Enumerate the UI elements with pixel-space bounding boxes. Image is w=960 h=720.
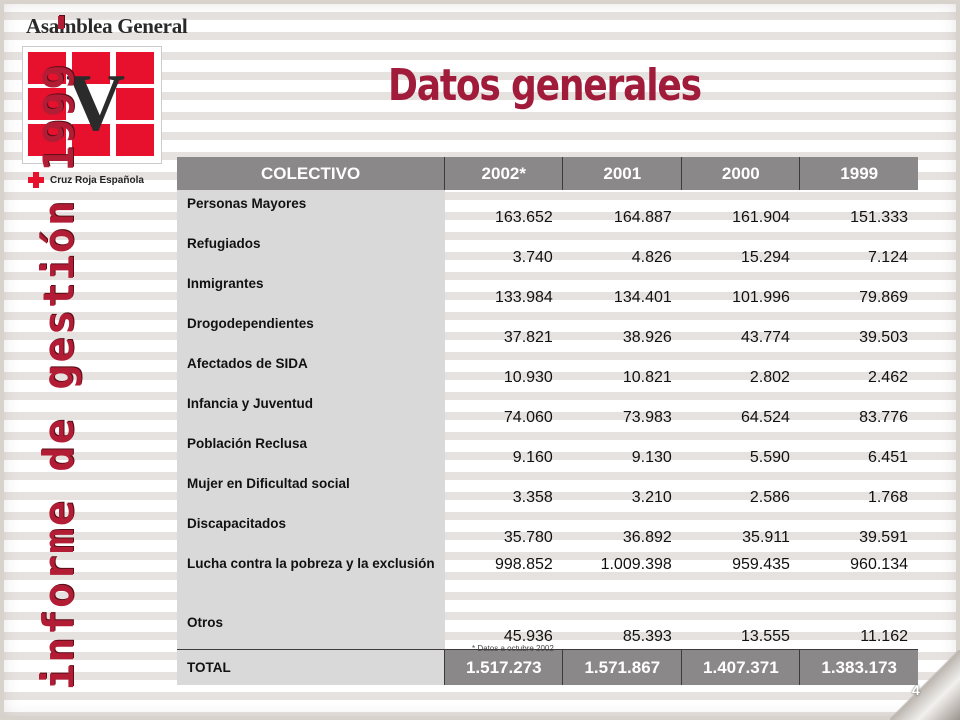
cell-value: 3.740: [512, 249, 553, 266]
row-label: Inmigrantes: [177, 270, 445, 310]
total-value: 1.407.371: [681, 649, 800, 685]
cell-value: 7.124: [867, 249, 908, 266]
page-curl: [890, 650, 960, 720]
row-label: Población Reclusa: [177, 430, 445, 470]
cell-value: 10.821: [622, 369, 672, 386]
table-row: Inmigrantes 133.984 134.401 101.996 79.8…: [177, 270, 918, 310]
footnote: * Datos a octubre 2002: [472, 644, 554, 653]
row-label: Personas Mayores: [177, 190, 445, 230]
table-row: Población Reclusa 9.160 9.130 5.590 6.45…: [177, 430, 918, 470]
cell-value: 6.451: [867, 449, 908, 466]
cell-value: 38.926: [622, 329, 672, 346]
row-label: Mujer en Dificultad social: [177, 470, 445, 510]
cell-value: 163.652: [494, 209, 553, 226]
table-row: Afectados de SIDA 10.930 10.821 2.802 2.…: [177, 350, 918, 390]
row-label: Refugiados: [177, 230, 445, 270]
cell-value: 13.555: [740, 628, 790, 645]
cell-value: 161.904: [732, 209, 790, 226]
row-label: Otros: [177, 609, 445, 650]
data-table: COLECTIVO 2002* 2001 2000 1999 Personas …: [177, 157, 918, 685]
logo-title: Asamblea General: [26, 14, 188, 38]
cell-value: 2.462: [867, 369, 908, 386]
cell-value: 43.774: [740, 329, 790, 346]
cross-icon: [28, 172, 44, 188]
cell-value: 15.294: [740, 249, 790, 266]
table-row: Discapacitados 35.780 36.892 35.911 39.5…: [177, 510, 918, 550]
total-value: 1.571.867: [562, 649, 682, 685]
cell-value: 134.401: [613, 289, 672, 306]
cell-value: 4.826: [631, 249, 672, 266]
table-row: Lucha contra la pobreza y la exclusión 9…: [177, 550, 918, 609]
logo-roman-numeral: V: [66, 57, 126, 148]
total-label: TOTAL: [177, 649, 445, 685]
column-header: 2001: [562, 157, 682, 190]
cell-value: 3.210: [631, 489, 672, 506]
row-label: Lucha contra la pobreza y la exclusión: [177, 550, 445, 609]
column-header: 2002*: [444, 157, 563, 190]
cell-value: 164.887: [613, 209, 672, 226]
cell-value: 39.503: [859, 329, 908, 346]
cell-value: 64.524: [740, 409, 790, 426]
cell-value: 73.983: [622, 409, 672, 426]
cell-value: 35.911: [742, 529, 790, 546]
cell-value: 45.936: [503, 628, 553, 645]
table-row: Mujer en Dificultad social 3.358 3.210 2…: [177, 470, 918, 510]
table-row: Personas Mayores 163.652 164.887 161.904…: [177, 190, 918, 230]
cell-value: 9.130: [631, 449, 672, 466]
cell-value: 11.162: [860, 628, 908, 645]
org-name: Cruz Roja Española: [50, 174, 144, 186]
row-label: Drogodependientes: [177, 310, 445, 350]
cell-value: 39.591: [859, 529, 908, 546]
cell-value: 5.590: [749, 449, 790, 466]
column-header: 2000: [681, 157, 800, 190]
cell-value: 85.393: [622, 628, 672, 645]
total-value: 1.517.273: [444, 649, 563, 685]
column-header: COLECTIVO: [177, 157, 445, 190]
row-label: Discapacitados: [177, 510, 445, 550]
red-cross-icon: V: [22, 46, 162, 164]
cell-value: 151.333: [850, 209, 908, 226]
cell-value: 36.892: [622, 529, 672, 546]
cell-value: 998.852: [494, 556, 553, 573]
page-number: 4: [912, 682, 920, 698]
table-row: Otros 45.936 85.393 13.555 11.162: [177, 609, 918, 650]
table-row: Drogodependientes 37.821 38.926 43.774 3…: [177, 310, 918, 350]
cell-value: 9.160: [512, 449, 553, 466]
side-report-title: informe de gestión 1999 - 2002: [34, 0, 83, 690]
org-row: Cruz Roja Española: [28, 172, 144, 188]
cell-value: 35.780: [503, 529, 553, 546]
cell-value: 1.768: [867, 489, 908, 506]
cell-value: 2.802: [749, 369, 790, 386]
cell-value: 133.984: [494, 289, 553, 306]
table-row: Refugiados 3.740 4.826 15.294 7.124: [177, 230, 918, 270]
cell-value: 959.435: [732, 556, 790, 573]
page-title: Datos generales: [388, 60, 702, 111]
cell-value: 1.009.398: [600, 556, 672, 573]
column-header: 1999: [799, 157, 918, 190]
cell-value: 83.776: [859, 409, 908, 426]
cell-value: 2.586: [749, 489, 790, 506]
cell-value: 74.060: [503, 409, 553, 426]
table-header-row: COLECTIVO 2002* 2001 2000 1999: [177, 157, 918, 190]
table-row: Infancia y Juventud 74.060 73.983 64.524…: [177, 390, 918, 430]
cell-value: 10.930: [503, 369, 553, 386]
cell-value: 79.869: [859, 289, 908, 306]
cell-value: 37.821: [503, 329, 553, 346]
cell-value: 3.358: [512, 489, 553, 506]
table-total-row: TOTAL 1.517.273 1.571.867 1.407.371 1.38…: [177, 649, 918, 685]
assembly-logo: Asamblea General V Cruz Roja Española: [22, 10, 188, 190]
row-label: Afectados de SIDA: [177, 350, 445, 390]
cell-value: 960.134: [850, 556, 908, 573]
cell-value: 101.996: [732, 289, 790, 306]
row-label: Infancia y Juventud: [177, 390, 445, 430]
